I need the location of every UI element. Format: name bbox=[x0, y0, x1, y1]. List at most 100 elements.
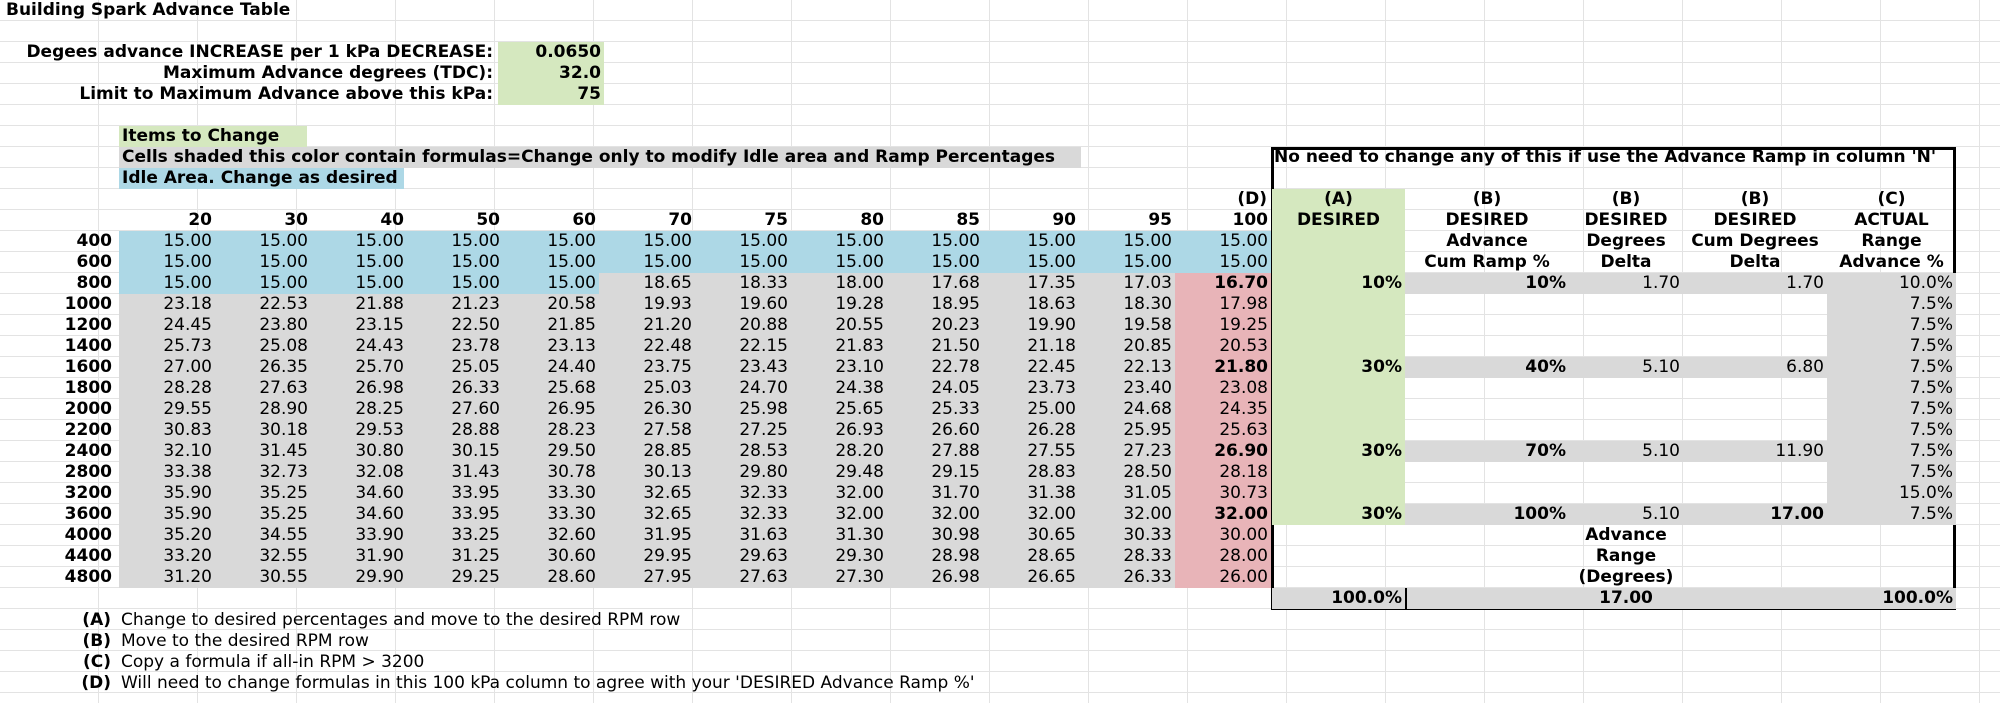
advance-cell[interactable]: 22.13 bbox=[1079, 357, 1175, 378]
advance-cell[interactable]: 30.78 bbox=[503, 462, 599, 483]
advance-cell[interactable]: 32.33 bbox=[695, 504, 791, 525]
advance-cell[interactable]: 23.43 bbox=[695, 357, 791, 378]
advance-cell[interactable]: 21.83 bbox=[791, 336, 887, 357]
advance-cell[interactable]: 15.00 bbox=[695, 252, 791, 273]
advance-cell[interactable]: 32.10 bbox=[119, 441, 215, 462]
ramp-percent-cell[interactable]: 30% bbox=[1272, 441, 1405, 462]
advance-cell[interactable]: 30.73 bbox=[1175, 483, 1271, 504]
advance-cell[interactable]: 15.00 bbox=[407, 273, 503, 294]
advance-cell[interactable]: 29.30 bbox=[791, 546, 887, 567]
advance-cell[interactable]: 34.55 bbox=[215, 525, 311, 546]
advance-cell[interactable]: 18.65 bbox=[599, 273, 695, 294]
advance-cell[interactable]: 15.00 bbox=[791, 231, 887, 252]
ramp-percent-cell[interactable] bbox=[1272, 315, 1405, 336]
advance-cell[interactable]: 15.00 bbox=[215, 273, 311, 294]
advance-cell[interactable]: 27.55 bbox=[983, 441, 1079, 462]
advance-cell[interactable]: 27.60 bbox=[407, 399, 503, 420]
ramp-percent-cell[interactable] bbox=[1272, 294, 1405, 315]
actual-range-cell[interactable]: 7.5% bbox=[1827, 420, 1956, 441]
advance-cell[interactable]: 32.00 bbox=[887, 504, 983, 525]
advance-cell[interactable]: 27.25 bbox=[695, 420, 791, 441]
advance-cell[interactable]: 15.00 bbox=[599, 252, 695, 273]
advance-cell[interactable]: 19.25 bbox=[1175, 315, 1271, 336]
advance-cell[interactable]: 33.38 bbox=[119, 462, 215, 483]
advance-cell[interactable]: 22.50 bbox=[407, 315, 503, 336]
ramp-percent-cell[interactable]: 30% bbox=[1272, 357, 1405, 378]
advance-cell[interactable]: 25.33 bbox=[887, 399, 983, 420]
advance-cell[interactable]: 31.43 bbox=[407, 462, 503, 483]
advance-cell[interactable]: 29.15 bbox=[887, 462, 983, 483]
advance-cell[interactable]: 26.00 bbox=[1175, 567, 1271, 588]
advance-cell[interactable]: 25.63 bbox=[1175, 420, 1271, 441]
advance-cell[interactable]: 22.78 bbox=[887, 357, 983, 378]
advance-cell[interactable]: 19.60 bbox=[695, 294, 791, 315]
advance-cell[interactable]: 26.60 bbox=[887, 420, 983, 441]
ramp-percent-cell[interactable]: 30% bbox=[1272, 504, 1405, 525]
ramp-percent-cell[interactable] bbox=[1272, 462, 1405, 483]
actual-range-cell[interactable]: 15.0% bbox=[1827, 483, 1956, 504]
advance-cell[interactable]: 26.33 bbox=[1079, 567, 1175, 588]
ramp-percent-cell[interactable] bbox=[1272, 336, 1405, 357]
advance-cell[interactable]: 27.30 bbox=[791, 567, 887, 588]
advance-cell[interactable]: 31.70 bbox=[887, 483, 983, 504]
advance-cell[interactable]: 20.53 bbox=[1175, 336, 1271, 357]
advance-cell[interactable]: 19.28 bbox=[791, 294, 887, 315]
advance-cell[interactable]: 30.83 bbox=[119, 420, 215, 441]
advance-cell[interactable]: 15.00 bbox=[1079, 252, 1175, 273]
advance-cell[interactable]: 15.00 bbox=[119, 252, 215, 273]
advance-cell[interactable]: 15.00 bbox=[311, 273, 407, 294]
advance-cell[interactable]: 25.70 bbox=[311, 357, 407, 378]
advance-cell[interactable]: 15.00 bbox=[1175, 252, 1271, 273]
advance-cell[interactable]: 21.85 bbox=[503, 315, 599, 336]
advance-cell[interactable]: 21.80 bbox=[1175, 357, 1271, 378]
advance-cell[interactable]: 15.00 bbox=[119, 273, 215, 294]
advance-cell[interactable]: 24.40 bbox=[503, 357, 599, 378]
advance-cell[interactable]: 29.95 bbox=[599, 546, 695, 567]
advance-cell[interactable]: 23.73 bbox=[983, 378, 1079, 399]
advance-cell[interactable]: 35.90 bbox=[119, 483, 215, 504]
advance-cell[interactable]: 27.00 bbox=[119, 357, 215, 378]
advance-cell[interactable]: 25.68 bbox=[503, 378, 599, 399]
advance-cell[interactable]: 32.00 bbox=[791, 504, 887, 525]
advance-cell[interactable]: 15.00 bbox=[407, 252, 503, 273]
advance-cell[interactable]: 24.70 bbox=[695, 378, 791, 399]
advance-cell[interactable]: 34.60 bbox=[311, 504, 407, 525]
advance-cell[interactable]: 17.98 bbox=[1175, 294, 1271, 315]
advance-cell[interactable]: 30.15 bbox=[407, 441, 503, 462]
advance-cell[interactable]: 25.03 bbox=[599, 378, 695, 399]
advance-cell[interactable]: 15.00 bbox=[215, 252, 311, 273]
advance-cell[interactable]: 33.25 bbox=[407, 525, 503, 546]
advance-cell[interactable]: 30.55 bbox=[215, 567, 311, 588]
advance-cell[interactable]: 24.68 bbox=[1079, 399, 1175, 420]
advance-cell[interactable]: 15.00 bbox=[983, 231, 1079, 252]
advance-cell[interactable]: 32.00 bbox=[983, 504, 1079, 525]
actual-range-cell[interactable]: 7.5% bbox=[1827, 504, 1956, 525]
advance-cell[interactable]: 19.58 bbox=[1079, 315, 1175, 336]
advance-cell[interactable]: 15.00 bbox=[503, 273, 599, 294]
advance-cell[interactable]: 25.08 bbox=[215, 336, 311, 357]
actual-range-cell[interactable]: 7.5% bbox=[1827, 378, 1956, 399]
advance-cell[interactable]: 30.65 bbox=[983, 525, 1079, 546]
advance-cell[interactable]: 17.03 bbox=[1079, 273, 1175, 294]
advance-cell[interactable]: 23.80 bbox=[215, 315, 311, 336]
advance-cell[interactable]: 30.98 bbox=[887, 525, 983, 546]
advance-cell[interactable]: 23.15 bbox=[311, 315, 407, 336]
advance-cell[interactable]: 28.33 bbox=[1079, 546, 1175, 567]
advance-cell[interactable]: 19.93 bbox=[599, 294, 695, 315]
advance-cell[interactable]: 25.05 bbox=[407, 357, 503, 378]
advance-cell[interactable]: 25.00 bbox=[983, 399, 1079, 420]
advance-cell[interactable]: 29.53 bbox=[311, 420, 407, 441]
advance-cell[interactable]: 31.45 bbox=[215, 441, 311, 462]
advance-cell[interactable]: 33.20 bbox=[119, 546, 215, 567]
advance-cell[interactable]: 30.33 bbox=[1079, 525, 1175, 546]
advance-cell[interactable]: 23.10 bbox=[791, 357, 887, 378]
advance-cell[interactable]: 28.00 bbox=[1175, 546, 1271, 567]
advance-cell[interactable]: 28.20 bbox=[791, 441, 887, 462]
advance-cell[interactable]: 15.00 bbox=[1079, 231, 1175, 252]
advance-cell[interactable]: 16.70 bbox=[1175, 273, 1271, 294]
advance-cell[interactable]: 21.18 bbox=[983, 336, 1079, 357]
advance-cell[interactable]: 21.20 bbox=[599, 315, 695, 336]
advance-cell[interactable]: 29.48 bbox=[791, 462, 887, 483]
advance-cell[interactable]: 15.00 bbox=[119, 231, 215, 252]
advance-cell[interactable]: 26.30 bbox=[599, 399, 695, 420]
